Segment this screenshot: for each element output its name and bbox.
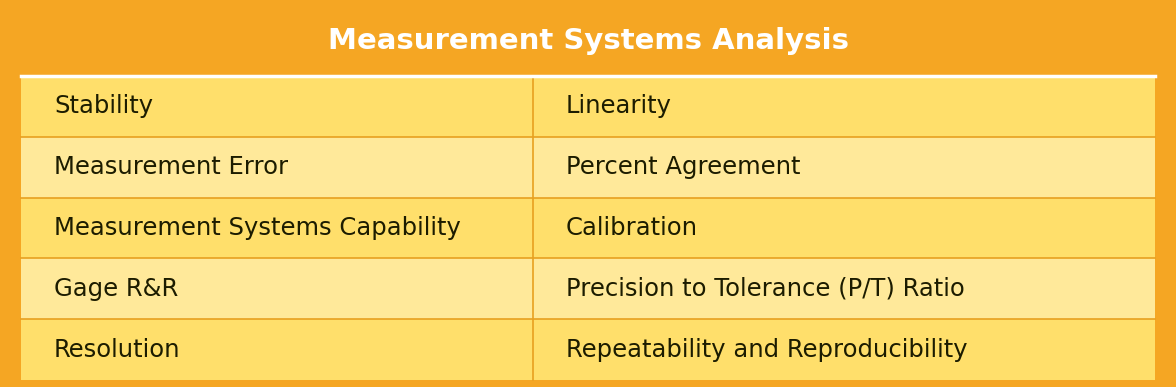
Text: Measurement Error: Measurement Error bbox=[54, 155, 288, 179]
Text: Calibration: Calibration bbox=[566, 216, 697, 240]
Text: Measurement Systems Analysis: Measurement Systems Analysis bbox=[327, 27, 849, 55]
Text: Gage R&R: Gage R&R bbox=[54, 277, 179, 301]
Text: Precision to Tolerance (P/T) Ratio: Precision to Tolerance (P/T) Ratio bbox=[566, 277, 964, 301]
Text: Stability: Stability bbox=[54, 94, 153, 118]
Bar bbox=[21, 259, 1155, 319]
Bar bbox=[21, 137, 1155, 198]
Text: Linearity: Linearity bbox=[566, 94, 671, 118]
Bar bbox=[21, 7, 1155, 76]
Bar bbox=[21, 198, 1155, 259]
Text: Measurement Systems Capability: Measurement Systems Capability bbox=[54, 216, 461, 240]
Text: Percent Agreement: Percent Agreement bbox=[566, 155, 800, 179]
Bar bbox=[21, 76, 1155, 137]
Text: Repeatability and Reproducibility: Repeatability and Reproducibility bbox=[566, 337, 968, 361]
Bar bbox=[21, 319, 1155, 380]
Text: Resolution: Resolution bbox=[54, 337, 181, 361]
